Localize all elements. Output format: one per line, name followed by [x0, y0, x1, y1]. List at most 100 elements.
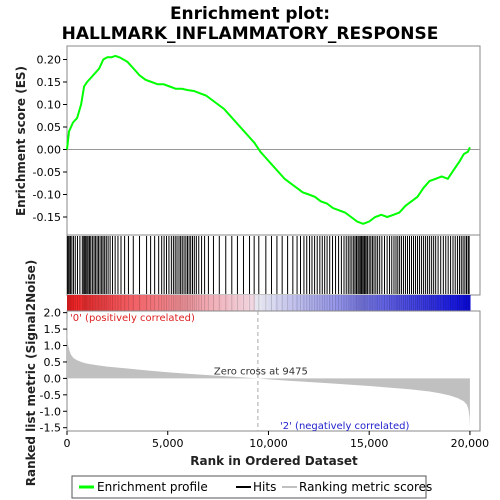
color-bar-segment — [134, 295, 142, 311]
color-bar-segment — [328, 295, 337, 311]
color-bar-segment — [140, 295, 149, 311]
es-y-axis-label: Enrichment score (ES) — [14, 66, 28, 216]
color-bar-segment — [268, 295, 276, 311]
x-tick-label: 10,000 — [249, 437, 288, 450]
rank-y-tick-label: -1.0 — [40, 405, 61, 418]
es-y-ticks: 0.20 0.15 0.10 0.05 0.00 -0.05 -0.10 -0.15 — [33, 54, 67, 224]
rank-y-tick-label: 1.5 — [44, 323, 62, 336]
color-bar-segment — [429, 295, 437, 311]
color-bar-segment — [234, 295, 243, 311]
es-panel-frame — [66, 45, 481, 236]
color-bar-segment — [201, 295, 209, 311]
color-bar-segment — [214, 295, 223, 311]
color-bar-segment — [67, 295, 75, 311]
color-bar-segment — [120, 295, 129, 311]
color-bar-segment — [255, 295, 263, 311]
color-bar-segment — [302, 295, 310, 311]
color-bar-segment — [463, 295, 471, 311]
es-y-tick-label: -0.15 — [33, 211, 61, 224]
es-y-tick-label: 0.05 — [37, 121, 62, 134]
rank-y-tick-label: 2.0 — [44, 307, 62, 320]
color-bar-segment — [154, 295, 162, 311]
color-bar-segment — [187, 295, 196, 311]
legend-label-hits: Hits — [253, 480, 276, 494]
color-bar-segment — [80, 295, 88, 311]
negative-correlation-label: '2' (negatively correlated) — [280, 421, 409, 432]
color-bar-segment — [181, 295, 189, 311]
color-bar-segment — [315, 295, 323, 311]
x-tick-label: 5,000 — [152, 437, 184, 450]
es-y-tick-label: 0.15 — [37, 76, 62, 89]
x-tick-label: 15,000 — [350, 437, 389, 450]
color-bar-segment — [369, 295, 377, 311]
rank-color-bar — [67, 295, 471, 311]
color-bar-segment — [127, 295, 135, 311]
color-bar-segment — [114, 295, 122, 311]
color-bar-segment — [288, 295, 296, 311]
color-bar-segment — [73, 295, 82, 311]
color-bar-segment — [281, 295, 290, 311]
color-bar-segment — [161, 295, 169, 311]
color-bar-segment — [362, 295, 370, 311]
x-tick-label: 0 — [64, 437, 71, 450]
color-bar-segment — [221, 295, 229, 311]
color-bar-segment — [107, 295, 115, 311]
legend: Enrichment profile Hits Ranking metric s… — [71, 475, 432, 499]
legend-label-enrichment: Enrichment profile — [97, 480, 208, 494]
color-bar-segment — [308, 295, 317, 311]
color-bar-segment — [375, 295, 384, 311]
color-bar-segment — [409, 295, 417, 311]
es-y-tick-label: 0.20 — [37, 54, 62, 67]
color-bar-segment — [228, 295, 236, 311]
chart-title-line-2: HALLMARK_INFLAMMATORY_RESPONSE — [62, 24, 439, 44]
color-bar-segment — [241, 295, 249, 311]
color-bar-segment — [436, 295, 444, 311]
color-bar-segment — [416, 295, 424, 311]
color-bar-segment — [456, 295, 464, 311]
color-bar-segment — [275, 295, 283, 311]
zero-cross-label: Zero cross at 9475 — [214, 366, 308, 377]
rank-metric-panel: Zero cross at 9475 '0' (positively corre… — [24, 260, 489, 487]
rank-y-axis-label: Ranked list metric (Signal2Noise) — [24, 260, 38, 487]
es-y-tick-label: 0.10 — [37, 99, 62, 112]
hits-panel — [66, 234, 481, 296]
color-bar-segment — [261, 295, 270, 311]
rank-y-tick-label: 0.5 — [44, 356, 62, 369]
color-bar-segment — [449, 295, 458, 311]
color-bar-segment — [389, 295, 397, 311]
color-bar-segment — [87, 295, 95, 311]
enrichment-profile-line — [66, 54, 471, 225]
es-y-tick-label: -0.10 — [33, 189, 61, 202]
color-bar-segment — [194, 295, 202, 311]
color-bar-segment — [335, 295, 343, 311]
es-panel: 0.20 0.15 0.10 0.05 0.00 -0.05 -0.10 -0.15 Enri… — [14, 45, 481, 236]
color-bar-segment — [147, 295, 155, 311]
positive-correlation-label: '0' (positively correlated) — [70, 313, 195, 324]
color-bar-segment — [208, 295, 216, 311]
hits-panel-frame — [66, 234, 481, 296]
color-bar-segment — [402, 295, 411, 311]
color-bar-segment — [355, 295, 364, 311]
chart-title-line-1: Enrichment plot: — [170, 4, 330, 24]
rank-y-tick-label: -0.5 — [40, 389, 61, 402]
rank-y-tick-label: 1.0 — [44, 340, 62, 353]
color-bar-segment — [93, 295, 102, 311]
hit-lines — [67, 236, 470, 294]
rank-x-ticks: 0 5,000 10,000 15,000 20,000 — [64, 431, 489, 450]
legend-label-ranking: Ranking metric scores — [299, 480, 432, 494]
color-bar-segment — [396, 295, 404, 311]
rank-y-ticks: 2.0 1.5 1.0 0.5 0.0 -0.5 -1.0 -1.5 — [40, 307, 67, 435]
x-axis-label: Rank in Ordered Dataset — [190, 454, 358, 468]
rank-y-tick-label: -1.5 — [40, 422, 61, 435]
es-y-tick-label: -0.05 — [33, 166, 61, 179]
color-bar-segment — [100, 295, 108, 311]
color-bar-segment — [443, 295, 451, 311]
color-bar-segment — [295, 295, 303, 311]
es-y-tick-label: 0.00 — [37, 144, 62, 157]
color-bar-segment — [322, 295, 330, 311]
color-bar-segment — [342, 295, 350, 311]
color-bar-segment — [174, 295, 182, 311]
color-bar-segment — [382, 295, 390, 311]
